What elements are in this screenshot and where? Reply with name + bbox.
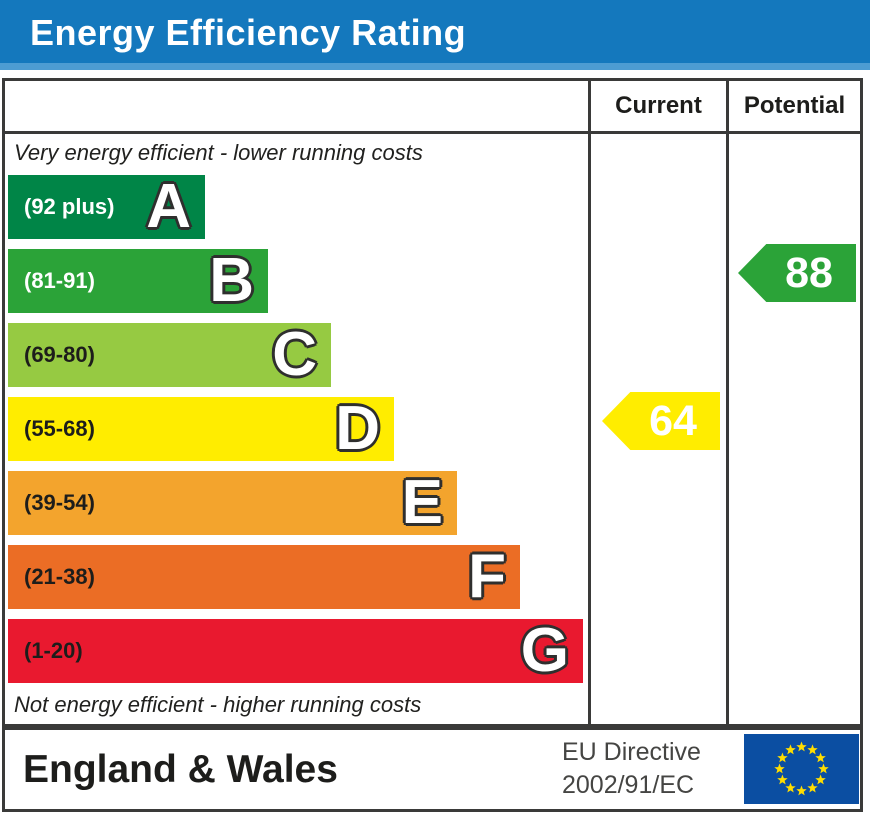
title-bar-accent-strip [0, 63, 870, 70]
band-a-letter: A [146, 172, 191, 241]
band-g: (1-20) G [8, 619, 583, 683]
footer-bar: England & Wales EU Directive 2002/91/EC [2, 727, 863, 812]
current-rating-value: 64 [649, 396, 697, 445]
band-d: (55-68) D [8, 397, 394, 461]
band-b-letter: B [209, 246, 254, 315]
current-rating-arrow: 64 [602, 392, 720, 450]
band-b-range: (81-91) [24, 268, 95, 293]
eu-flag-stars [774, 741, 829, 796]
band-d-range: (55-68) [24, 416, 95, 441]
band-a-range: (92 plus) [24, 194, 115, 219]
band-d-letter: D [335, 394, 380, 463]
eu-flag-icon [744, 734, 859, 804]
band-c: (69-80) C [8, 323, 331, 387]
top-efficiency-note: Very energy efficient - lower running co… [14, 140, 423, 165]
column-header-current: Current [615, 92, 702, 119]
band-f-range: (21-38) [24, 564, 95, 589]
potential-rating-arrow: 88 [738, 244, 856, 302]
band-f-letter: F [468, 542, 506, 611]
potential-column-divider [726, 81, 729, 724]
current-column-divider [588, 81, 591, 724]
eu-directive-line2: 2002/91/EC [562, 771, 695, 799]
chart-title: Energy Efficiency Rating [30, 12, 467, 53]
header-row-separator [5, 131, 860, 134]
band-b: (81-91) B [8, 249, 268, 313]
band-f: (21-38) F [8, 545, 520, 609]
band-c-letter: C [272, 320, 317, 389]
band-e: (39-54) E [8, 471, 457, 535]
band-c-range: (69-80) [24, 342, 95, 367]
band-g-range: (1-20) [24, 638, 83, 663]
band-a: (92 plus) A [8, 175, 205, 239]
bottom-efficiency-note: Not energy efficient - higher running co… [14, 692, 422, 717]
band-e-range: (39-54) [24, 490, 95, 515]
region-label: England & Wales [23, 747, 338, 791]
band-g-letter: G [520, 616, 569, 685]
title-bar: Energy Efficiency Rating [0, 0, 870, 63]
column-header-potential: Potential [743, 92, 846, 119]
eu-directive-label: EU Directive 2002/91/EC [562, 736, 737, 802]
eu-directive-line1: EU Directive [562, 738, 701, 766]
potential-rating-value: 88 [785, 248, 833, 297]
band-e-letter: E [401, 468, 443, 537]
